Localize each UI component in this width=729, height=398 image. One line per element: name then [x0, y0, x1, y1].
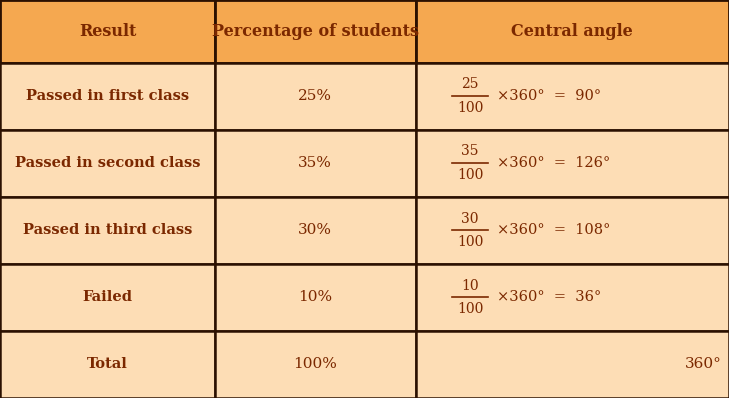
Text: ×360°  =  90°: ×360° = 90°: [497, 90, 601, 103]
Text: Central angle: Central angle: [511, 23, 634, 40]
Bar: [0, 63, 215, 130]
Bar: [416, 0, 729, 63]
Text: 100%: 100%: [293, 357, 338, 371]
Bar: [215, 0, 416, 63]
Text: 30%: 30%: [298, 223, 332, 238]
Text: ×360°  =  108°: ×360° = 108°: [497, 223, 611, 238]
Text: Passed in first class: Passed in first class: [26, 90, 189, 103]
Bar: [0, 331, 215, 398]
Bar: [416, 197, 729, 264]
Bar: [215, 197, 416, 264]
Text: Total: Total: [87, 357, 128, 371]
Text: 100: 100: [457, 235, 483, 250]
Text: Failed: Failed: [82, 291, 133, 304]
Text: ×360°  =  126°: ×360° = 126°: [497, 156, 610, 170]
Text: 360°: 360°: [685, 357, 722, 371]
Text: 10: 10: [461, 279, 479, 293]
Text: 100: 100: [457, 101, 483, 115]
Text: Passed in third class: Passed in third class: [23, 223, 192, 238]
Text: 10%: 10%: [298, 291, 332, 304]
Text: Result: Result: [79, 23, 136, 40]
Bar: [416, 264, 729, 331]
Text: 100: 100: [457, 168, 483, 182]
Bar: [215, 63, 416, 130]
Text: 35%: 35%: [298, 156, 332, 170]
Text: 35: 35: [461, 144, 479, 158]
Text: 30: 30: [461, 211, 479, 226]
Bar: [215, 331, 416, 398]
Text: 100: 100: [457, 302, 483, 316]
Bar: [416, 63, 729, 130]
Bar: [416, 130, 729, 197]
Bar: [416, 331, 729, 398]
Bar: [0, 264, 215, 331]
Bar: [215, 264, 416, 331]
Text: 25%: 25%: [298, 90, 332, 103]
Bar: [215, 130, 416, 197]
Bar: [0, 197, 215, 264]
Bar: [0, 130, 215, 197]
Text: Percentage of students: Percentage of students: [212, 23, 418, 40]
Bar: [0, 0, 215, 63]
Text: 25: 25: [461, 78, 479, 92]
Text: ×360°  =  36°: ×360° = 36°: [497, 291, 601, 304]
Text: Passed in second class: Passed in second class: [15, 156, 200, 170]
